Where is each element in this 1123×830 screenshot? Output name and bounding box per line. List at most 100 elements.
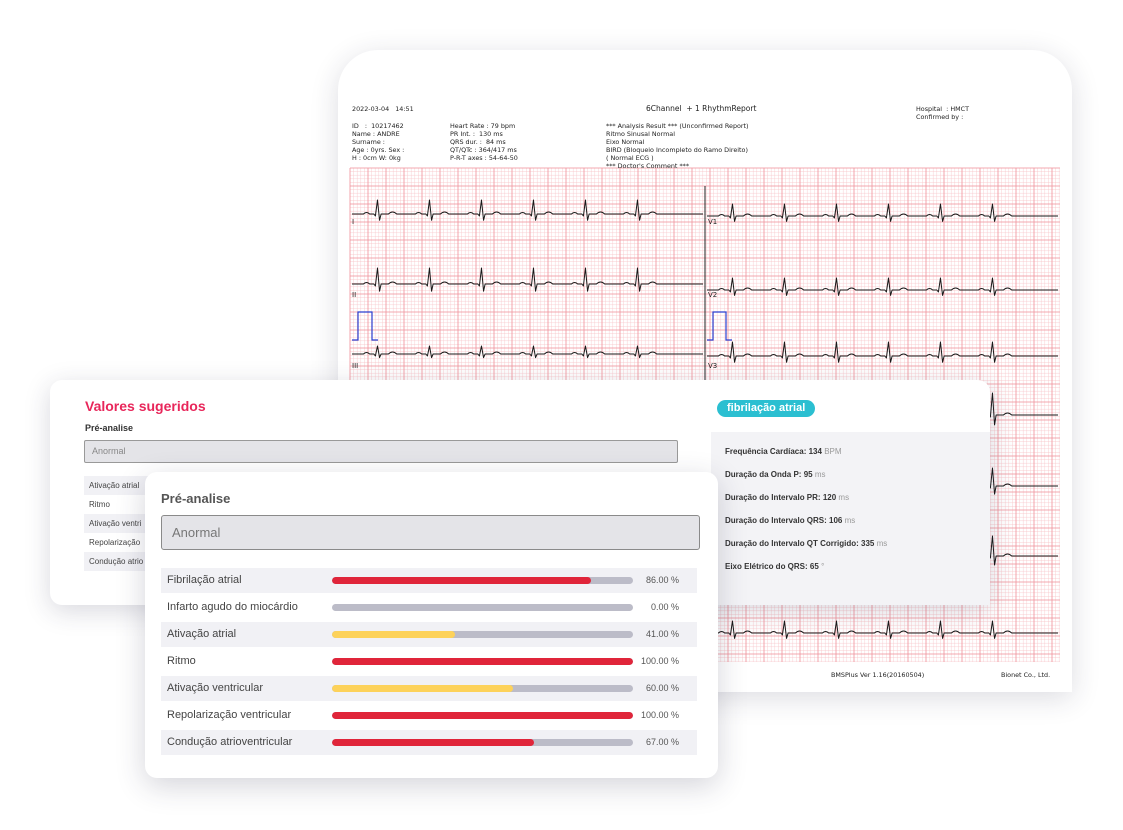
row-value: 41.00 % xyxy=(645,629,679,639)
ecg-trace-lead-v1 xyxy=(707,203,1058,222)
ecg-analysis-result: *** Analysis Result *** (Unconfirmed Rep… xyxy=(606,122,749,170)
back-row-label: Condução atrio xyxy=(89,557,144,566)
info-label: Duração do Intervalo QRS: xyxy=(725,516,827,525)
ecg-patient-info: ID : 10217462 Name : ANDRE Surname : Age : … xyxy=(352,122,404,162)
progress-fill xyxy=(332,712,633,719)
ecg-analysis-line: *** Analysis Result *** (Unconfirmed Rep… xyxy=(606,122,749,130)
row-label: Fibrilação atrial xyxy=(167,574,242,586)
progress-track xyxy=(332,712,633,719)
ecg-hospital: Hospital : HMCT xyxy=(916,105,970,113)
progress-fill xyxy=(332,739,534,746)
probability-row: Ativação atrial 41.00 % xyxy=(161,622,697,647)
ecg-measure-line: QT/QTc : 364/417 ms xyxy=(450,146,517,154)
row-label: Condução atrioventricular xyxy=(167,736,293,748)
ecg-analysis-line: ( Normal ECG ) xyxy=(606,154,654,162)
info-qtc-interval: Duração do Intervalo QT Corrigido: 335 m… xyxy=(725,539,887,548)
info-qrs-interval: Duração do Intervalo QRS: 106 ms xyxy=(725,516,855,525)
info-p-wave: Duração da Onda P: 95 ms xyxy=(725,470,826,479)
pre-analysis-label: Pré-analise xyxy=(161,491,231,506)
ecg-trace-lead-ii xyxy=(352,267,703,292)
ecg-measure-line: Heart Rate : 79 bpm xyxy=(450,122,516,130)
progress-fill xyxy=(332,658,633,665)
ecg-analysis-line: Ritmo Sinusal Normal xyxy=(606,130,675,138)
info-value: 95 xyxy=(803,470,813,479)
ecg-analysis-line: *** Doctor's Comment *** xyxy=(606,162,690,170)
ecg-patient-line: Surname : xyxy=(352,138,385,146)
back-row-label: Ativação ventri xyxy=(89,519,142,528)
progress-track xyxy=(332,685,633,692)
ecg-confirmed-by: Confirmed by : xyxy=(916,113,964,121)
info-pr-interval: Duração do Intervalo PR: 120 ms xyxy=(725,493,849,502)
row-label: Infarto agudo do miocárdio xyxy=(167,601,298,613)
progress-fill xyxy=(332,631,456,638)
ecg-footer-company: Bionet Co., Ltd. xyxy=(1001,671,1051,679)
row-value: 100.00 % xyxy=(640,656,679,666)
ecg-footer-version: BMSPlus Ver 1.16(20160504) xyxy=(831,671,925,679)
probability-row: Infarto agudo do miocárdio 0.00 % xyxy=(161,595,697,620)
info-value: 335 xyxy=(861,539,875,548)
row-label: Ritmo xyxy=(167,655,196,667)
back-row-label: Repolarização xyxy=(89,538,141,547)
ecg-measure-line: P-R-T axes : 54-64-50 xyxy=(450,154,518,162)
progress-track xyxy=(332,631,633,638)
info-unit: ms xyxy=(838,493,850,502)
info-value: 106 xyxy=(829,516,843,525)
info-label: Duração do Intervalo QT Corrigido: xyxy=(725,539,859,548)
progress-track xyxy=(332,658,633,665)
progress-track xyxy=(332,577,633,584)
progress-fill xyxy=(332,685,513,692)
progress-fill xyxy=(332,577,591,584)
row-value: 86.00 % xyxy=(645,575,679,585)
progress-track xyxy=(332,604,633,611)
back-row: Ritmo xyxy=(84,495,184,514)
info-value: 134 xyxy=(808,447,822,456)
ecg-patient-line: H : 0cm W: 0kg xyxy=(352,154,401,162)
info-value: 65 xyxy=(809,562,819,571)
probability-row: Ativação ventricular 60.00 % xyxy=(161,676,697,701)
back-row-label: Ritmo xyxy=(89,500,110,509)
pre-analysis-input[interactable]: Anormal xyxy=(161,515,700,550)
back-row-label: Ativação atrial xyxy=(89,481,140,490)
ecg-patient-line: Name : ANDRE xyxy=(352,130,400,138)
ecg-report-title: 6Channel + 1 RhythmReport xyxy=(646,104,757,113)
pre-analysis-label-small: Pré-analise xyxy=(85,423,134,433)
ecg-lead-label: II xyxy=(352,291,356,299)
ecg-trace-lead-v3 xyxy=(707,341,1058,363)
ecg-date: 2022-03-04 14:51 xyxy=(352,105,414,113)
diagnosis-badge: fibrilação atrial xyxy=(717,400,816,417)
probability-row: Ritmo 100.00 % xyxy=(161,649,697,674)
ecg-trace-rhythm-4 xyxy=(707,620,1058,639)
info-unit: ms xyxy=(844,516,856,525)
pre-analysis-panel: Pré-analise Anormal Fibrilação atrial 86… xyxy=(145,472,718,778)
ecg-lead-label: I xyxy=(352,218,354,226)
probability-row: Condução atrioventricular 67.00 % xyxy=(161,730,697,755)
info-unit: ° xyxy=(821,562,825,571)
ecg-measurements: Heart Rate : 79 bpm PR Int. : 130 ms QRS d… xyxy=(450,122,518,162)
suggested-values-title: Valores sugeridos xyxy=(85,398,206,414)
ecg-trace-lead-i xyxy=(352,199,703,221)
info-box xyxy=(711,432,990,605)
ecg-calibration-pulse-right xyxy=(707,311,732,341)
ecg-analysis-line: BIRD (Bloqueio Incompleto do Ramo Direit… xyxy=(606,146,748,154)
info-value: 120 xyxy=(822,493,837,502)
info-qrs-axis: Eixo Elétrico do QRS: 65 ° xyxy=(725,562,824,571)
ecg-lead-label: III xyxy=(352,362,358,370)
ecg-patient-line: Age : 0yrs. Sex : xyxy=(352,146,405,154)
ecg-trace-lead-iii xyxy=(352,345,703,359)
ecg-measure-line: QRS dur. : 84 ms xyxy=(450,138,506,146)
info-label: Duração da Onda P: xyxy=(725,470,802,479)
ecg-calibration-pulse-left xyxy=(352,311,378,341)
info-label: Frequência Cardíaca: xyxy=(725,447,807,456)
row-value: 0.00 % xyxy=(650,602,679,612)
back-row: Repolarização xyxy=(84,533,184,552)
row-value: 60.00 % xyxy=(645,683,679,693)
probability-row: Fibrilação atrial 86.00 % xyxy=(161,568,697,593)
info-heart-rate: Frequência Cardíaca: 134 BPM xyxy=(725,447,842,456)
row-label: Repolarização ventricular xyxy=(167,709,292,721)
info-unit: ms xyxy=(814,470,826,479)
ecg-analysis-line: Eixo Normal xyxy=(606,138,645,146)
info-unit: ms xyxy=(876,539,888,548)
row-value: 67.00 % xyxy=(645,737,679,747)
pre-analysis-input-small[interactable]: Anormal xyxy=(84,440,678,463)
